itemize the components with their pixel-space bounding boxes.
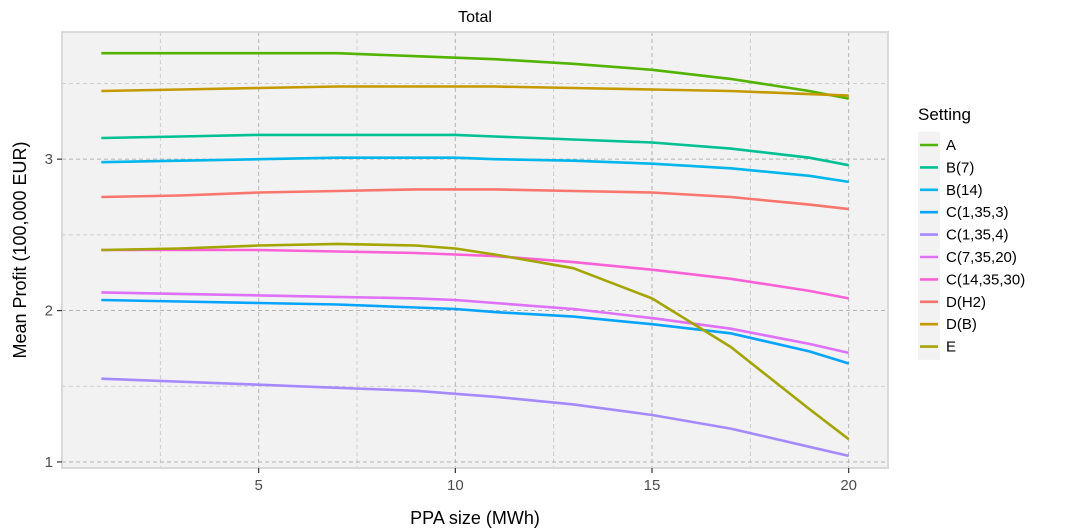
- legend-item: B(14): [920, 182, 983, 199]
- legend-label: B(14): [946, 182, 983, 199]
- legend-item: C(7,35,20): [920, 249, 1017, 266]
- series-line-c-14-35-30: [101, 248, 849, 300]
- legend-item: D(H2): [920, 294, 986, 311]
- x-tick-label: 10: [447, 477, 464, 494]
- legend-title: Setting: [918, 105, 971, 124]
- chart-title: Total: [458, 9, 492, 26]
- series-line-c-1-35-3: [101, 298, 850, 365]
- legend-item: B(7): [920, 159, 974, 176]
- series-lines: [101, 51, 850, 458]
- y-axis: 1 2 3: [45, 151, 62, 471]
- series-line-b-14: [101, 156, 849, 184]
- y-tick-label: 1: [45, 454, 53, 471]
- legend-item: C(1,35,4): [920, 227, 1009, 244]
- legend-label: D(H2): [946, 294, 986, 311]
- legend-item: E: [920, 339, 956, 356]
- legend-label: C(1,35,3): [946, 204, 1009, 221]
- series-line-d-b: [101, 85, 849, 97]
- legend-item: A: [920, 137, 956, 154]
- legend-label: C(1,35,4): [946, 227, 1009, 244]
- legend-label: C(14,35,30): [946, 271, 1025, 288]
- x-tick-label: 20: [840, 477, 857, 494]
- x-tick-label: 15: [644, 477, 661, 494]
- x-axis: 5 10 15 20: [254, 468, 857, 494]
- y-axis-title: Mean Profit (100,000 EUR): [10, 141, 30, 358]
- legend-item: D(B): [920, 316, 977, 333]
- x-tick-label: 5: [254, 477, 262, 494]
- legend-label: D(B): [946, 316, 977, 333]
- plot-panel-border: [61, 31, 889, 469]
- legend-item: C(14,35,30): [920, 271, 1025, 288]
- legend-label: C(7,35,20): [946, 249, 1017, 266]
- y-tick-label: 3: [45, 151, 53, 168]
- series-line-d-h2: [101, 188, 849, 211]
- series-line-e: [101, 242, 850, 441]
- y-tick-label: 2: [45, 303, 53, 320]
- series-line-c-1-35-4: [101, 377, 849, 458]
- legend: Setting A B(7) B(14) C(1,35,3) C(1,35,4) C(7,…: [918, 105, 1025, 360]
- legend-label: B(7): [946, 159, 974, 176]
- series-line-b-7: [101, 133, 849, 167]
- x-axis-title: PPA size (MWh): [410, 508, 540, 528]
- legend-item: C(1,35,3): [920, 204, 1009, 221]
- legend-label: E: [946, 339, 956, 356]
- series-line-c-7-35-20: [101, 291, 849, 355]
- legend-keys-background: [918, 131, 940, 360]
- legend-label: A: [946, 137, 956, 154]
- series-line-a: [101, 51, 849, 100]
